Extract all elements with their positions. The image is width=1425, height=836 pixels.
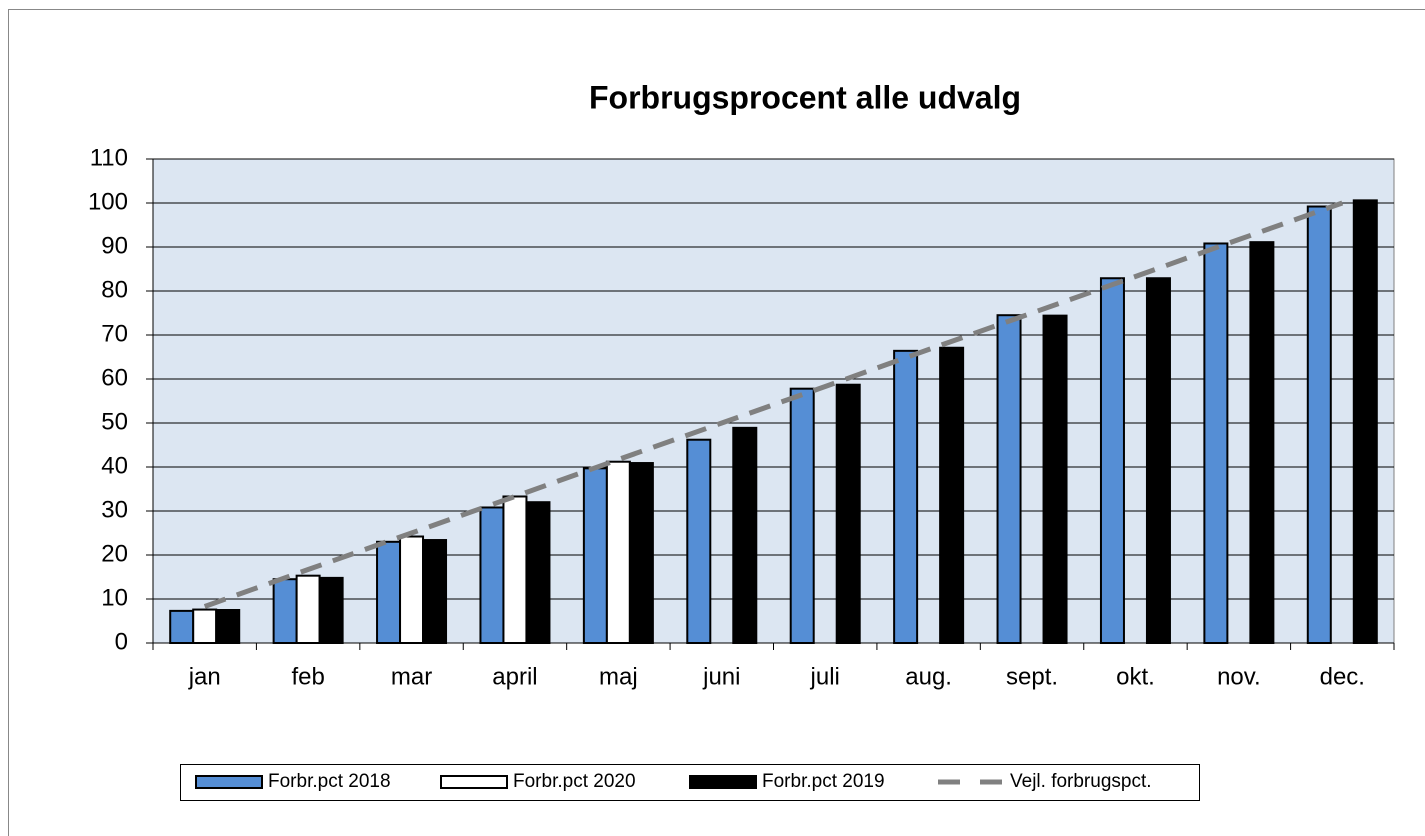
bar	[1099, 277, 1125, 644]
x-tick-label: dec.	[1320, 663, 1365, 690]
plot-area	[152, 158, 1395, 644]
bar	[1203, 242, 1229, 644]
bar	[1306, 205, 1332, 645]
x-tick-label: aug.	[905, 663, 952, 690]
x-tick-label: nov.	[1217, 663, 1261, 690]
y-tick-label: 50	[101, 408, 128, 435]
bar	[835, 383, 861, 644]
bar	[295, 574, 321, 644]
bar	[732, 426, 758, 644]
legend-label: Forbr.pct 2018	[268, 771, 391, 792]
x-tick-label: mar	[391, 663, 432, 690]
bar	[1042, 314, 1068, 644]
legend-label: Forbr.pct 2019	[762, 771, 885, 792]
bar	[215, 609, 241, 644]
x-tick-label: maj	[599, 663, 638, 690]
line-series	[203, 200, 1344, 609]
bar	[192, 608, 218, 644]
bar	[686, 438, 712, 644]
bar	[318, 576, 344, 645]
bar	[893, 349, 919, 644]
bar	[789, 387, 815, 644]
bar	[399, 535, 425, 645]
legend-swatch	[689, 775, 757, 789]
x-tick-label: feb	[291, 663, 324, 690]
bar	[272, 578, 298, 645]
bar	[605, 460, 631, 644]
bar	[939, 346, 965, 644]
legend-swatch	[195, 775, 263, 789]
chart-title: Forbrugsprocent alle udvalg	[589, 79, 1021, 115]
bar	[628, 462, 654, 645]
y-tick-label: 80	[101, 276, 128, 303]
x-tick-label: april	[492, 663, 537, 690]
y-tick-label: 100	[88, 188, 128, 215]
bar	[1352, 199, 1378, 645]
bar	[1249, 241, 1275, 644]
y-tick-label: 110	[90, 144, 128, 171]
bar	[422, 539, 448, 644]
bar	[525, 501, 551, 645]
y-tick-label: 10	[101, 584, 128, 611]
y-tick-label: 40	[101, 452, 128, 479]
y-tick-label: 30	[101, 496, 128, 523]
y-tick-label: 70	[101, 320, 128, 347]
x-tick-label: okt.	[1116, 663, 1155, 690]
bar	[376, 540, 402, 644]
x-tick-label: sept.	[1006, 663, 1058, 690]
bar	[169, 609, 195, 645]
legend-label: Forbr.pct 2020	[513, 771, 636, 792]
bar	[996, 314, 1022, 644]
y-tick-label: 20	[101, 540, 128, 567]
bar	[479, 506, 505, 645]
y-tick-label: 0	[115, 628, 128, 655]
x-tick-label: jan	[188, 663, 221, 690]
bar	[502, 495, 528, 645]
x-tick-label: juni	[702, 663, 740, 690]
y-tick-label: 60	[101, 364, 128, 391]
y-tick-label: 90	[101, 232, 128, 259]
legend-swatch	[440, 775, 508, 789]
bar	[1145, 277, 1171, 644]
legend-label: Vejl. forbrugspct.	[1010, 771, 1152, 792]
bar	[582, 467, 608, 644]
x-tick-label: juli	[810, 663, 840, 690]
